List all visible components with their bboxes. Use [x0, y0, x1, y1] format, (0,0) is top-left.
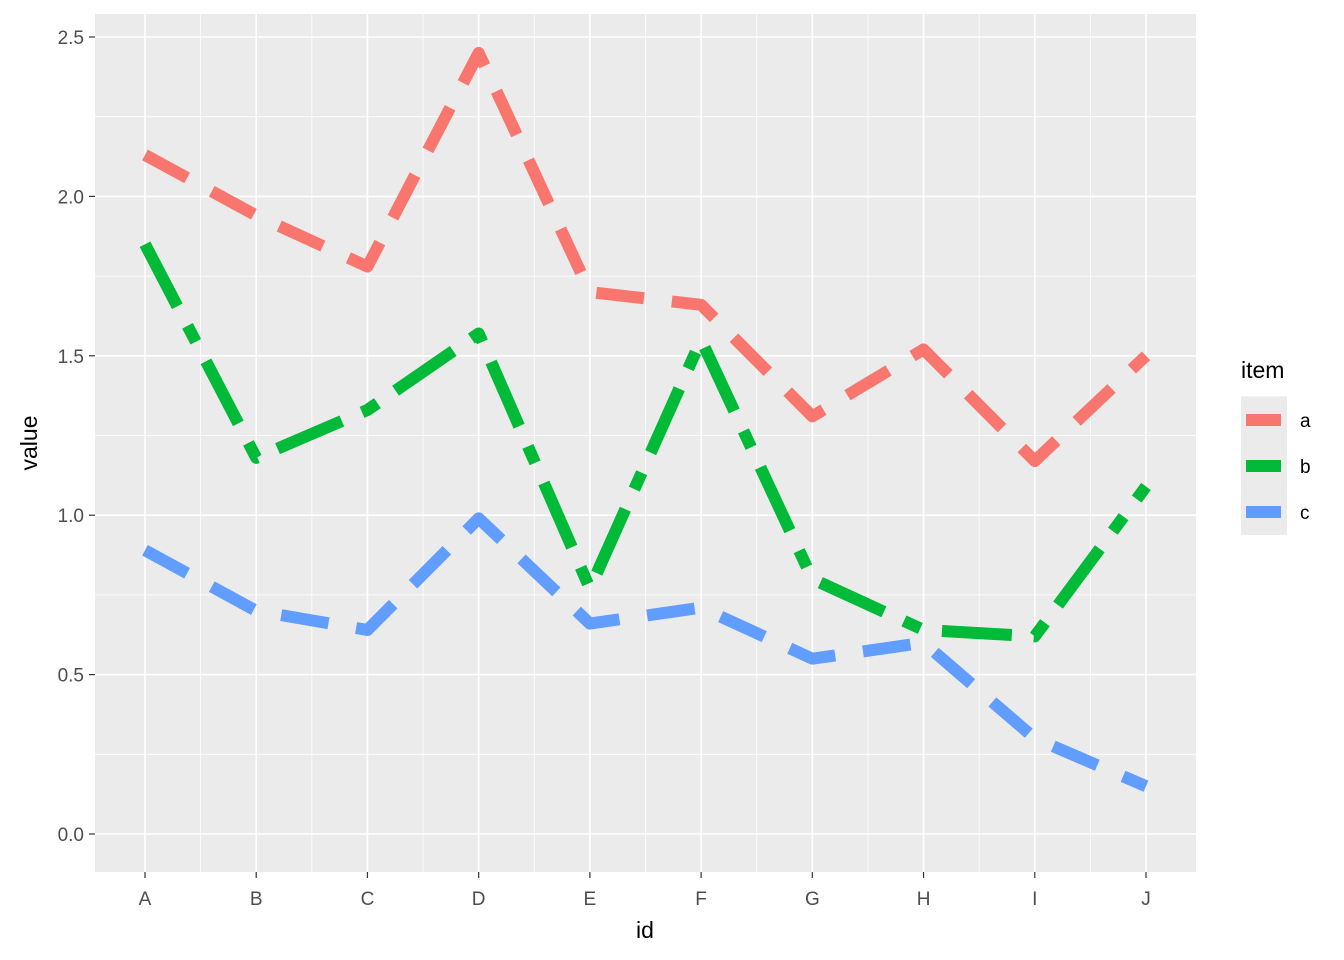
series-line-a [142, 46, 1151, 468]
y-tick-label: 2.0 [58, 187, 84, 208]
y-tick-label: 0.5 [58, 666, 84, 687]
x-tick-label: C [361, 889, 375, 910]
x-tick-label: E [584, 889, 597, 910]
series-line-c [142, 512, 1149, 792]
x-tick-label: F [695, 889, 707, 910]
x-tick-label: G [805, 889, 820, 910]
x-tick-label: A [139, 889, 152, 910]
y-tick-label: 1.0 [58, 506, 84, 527]
y-tick-label: 0.0 [58, 825, 84, 846]
x-axis-title: id [636, 917, 654, 943]
x-tick-label: I [1032, 889, 1037, 910]
legend-title: item [1241, 357, 1284, 383]
x-tick-label: D [472, 889, 486, 910]
legend-label: b [1300, 457, 1311, 478]
legend: item a b c [1241, 357, 1311, 535]
x-tick-label: J [1141, 889, 1151, 910]
y-tick-label: 1.5 [58, 347, 84, 368]
y-axis-title: value [16, 416, 42, 471]
y-tick-label: 2.5 [58, 28, 84, 49]
legend-label: a [1300, 411, 1311, 432]
series-line-b [139, 241, 1151, 643]
x-tick-label: H [917, 889, 931, 910]
legend-label: c [1300, 503, 1310, 524]
x-tick-label: B [250, 889, 263, 910]
